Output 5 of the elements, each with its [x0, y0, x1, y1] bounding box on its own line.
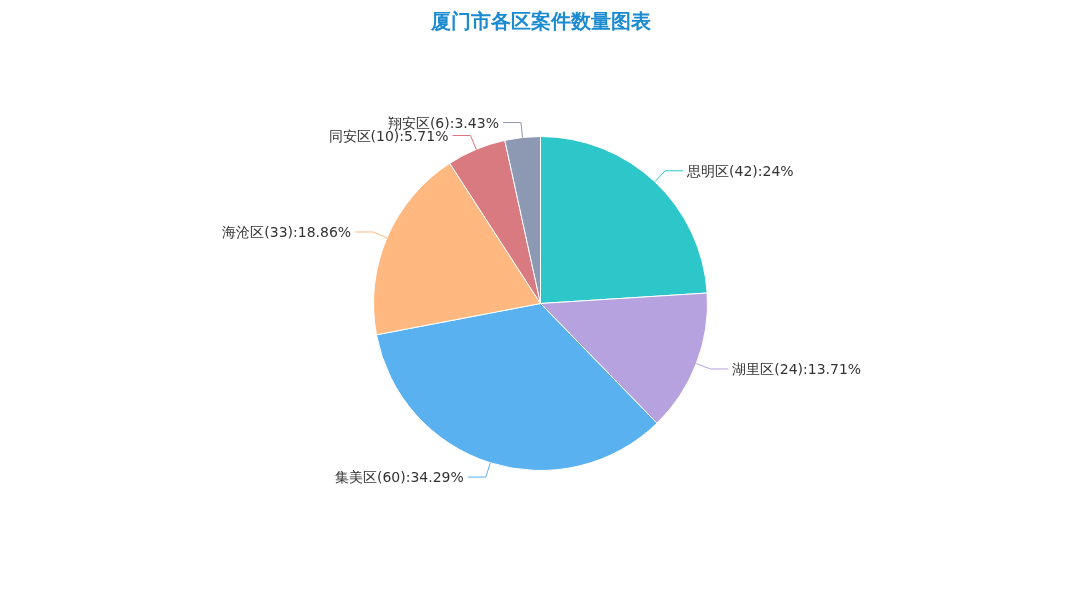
slice-label: 海沧区(33):18.86% — [222, 223, 352, 240]
slice-label: 思明区(42):24% — [686, 162, 794, 179]
chart-title: 厦门市各区案件数量图表 — [429, 8, 651, 33]
slice-label: 集美区(60):34.29% — [334, 469, 464, 486]
slice-label: 湖里区(24):13.71% — [732, 360, 862, 377]
